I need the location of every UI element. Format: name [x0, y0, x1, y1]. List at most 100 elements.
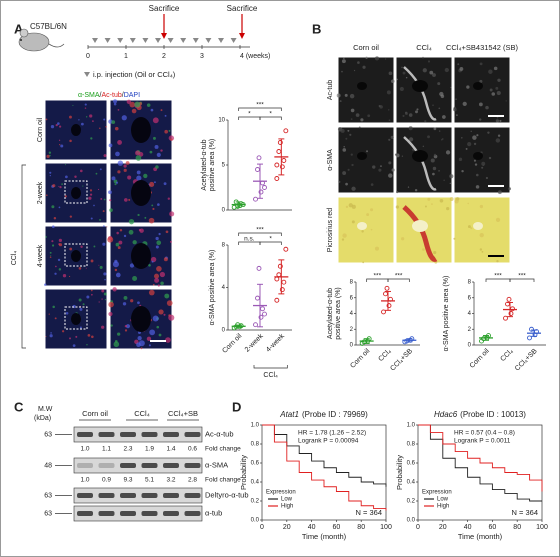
speck [50, 255, 52, 257]
speck [98, 301, 100, 303]
speck [349, 93, 355, 99]
speck [69, 215, 73, 218]
speck [108, 190, 112, 195]
speck [467, 225, 471, 229]
speck [427, 135, 430, 139]
speck [117, 332, 121, 336]
x-tick-label: 100 [380, 524, 392, 531]
speck [168, 135, 175, 141]
speck [51, 205, 55, 209]
speck [107, 236, 114, 243]
band [77, 463, 93, 468]
vessel [412, 80, 428, 92]
band [163, 432, 179, 437]
speck [169, 240, 172, 243]
speck [155, 236, 159, 241]
panel-label: D [232, 399, 241, 414]
speck [160, 109, 163, 112]
band [120, 511, 136, 516]
speck [362, 261, 365, 264]
speck [345, 205, 349, 209]
speck [366, 150, 368, 153]
speck [430, 158, 435, 163]
speck [58, 185, 60, 187]
vessel [412, 220, 428, 232]
speck [69, 115, 72, 119]
micrograph [337, 196, 395, 264]
speck [99, 265, 103, 269]
data-point [381, 309, 386, 315]
micrograph [453, 56, 511, 124]
fold-value: 0.9 [102, 477, 111, 484]
speck [144, 216, 147, 219]
speck [467, 202, 469, 205]
speck [49, 174, 51, 177]
speck [104, 278, 106, 281]
speck [440, 94, 445, 99]
speck [391, 168, 395, 172]
speck [97, 188, 100, 191]
speck [341, 238, 345, 241]
speck [438, 107, 441, 110]
group-label: CCl₄ [263, 372, 278, 379]
speck [122, 302, 127, 306]
speck [481, 250, 484, 253]
speck [408, 126, 413, 131]
speck [450, 86, 452, 89]
sig-label: *** [518, 273, 526, 280]
speck [150, 108, 154, 112]
vessel [473, 82, 483, 90]
legend-title: Expression [266, 490, 296, 496]
speck [57, 122, 60, 125]
speck [422, 68, 427, 73]
speck [170, 138, 173, 141]
speck [58, 206, 61, 209]
speck [499, 119, 502, 122]
speck [378, 105, 381, 108]
speck [444, 67, 449, 73]
fold-value: 3.2 [166, 477, 175, 484]
band [98, 511, 115, 516]
speck [360, 118, 364, 122]
speck [52, 184, 56, 188]
injection-marker [104, 38, 111, 43]
data-point [277, 263, 283, 269]
band [184, 463, 201, 468]
data-point [506, 296, 512, 302]
speck [460, 136, 463, 139]
speck [342, 148, 347, 152]
x-tick-label: 80 [513, 524, 521, 531]
speck [65, 311, 69, 315]
legend-label: High [281, 504, 293, 510]
speck [115, 181, 119, 184]
speck [151, 204, 154, 207]
speck [414, 188, 418, 192]
data-point [529, 326, 534, 332]
speck [476, 134, 479, 137]
speck [481, 161, 486, 166]
arrow-head [161, 33, 167, 39]
speck [495, 119, 500, 123]
speck [343, 146, 345, 148]
speck [49, 171, 52, 174]
speck [479, 118, 482, 121]
speck [442, 115, 446, 119]
speck [465, 147, 468, 150]
y-axis-label: Probability [395, 455, 404, 490]
speck [422, 145, 425, 148]
band [98, 463, 115, 468]
speck [342, 171, 347, 176]
micrograph [44, 99, 108, 161]
speck [361, 230, 364, 233]
speck [55, 265, 57, 268]
speck [164, 293, 170, 299]
speck [80, 245, 83, 248]
speck [394, 153, 398, 156]
y-tick-label: 0.0 [251, 518, 260, 524]
speck [46, 154, 50, 158]
speck [54, 272, 57, 275]
speck [341, 70, 343, 73]
speck [458, 157, 463, 162]
sig-bracket [509, 278, 535, 282]
logrank: Logrank P = 0.00094 [298, 438, 359, 445]
